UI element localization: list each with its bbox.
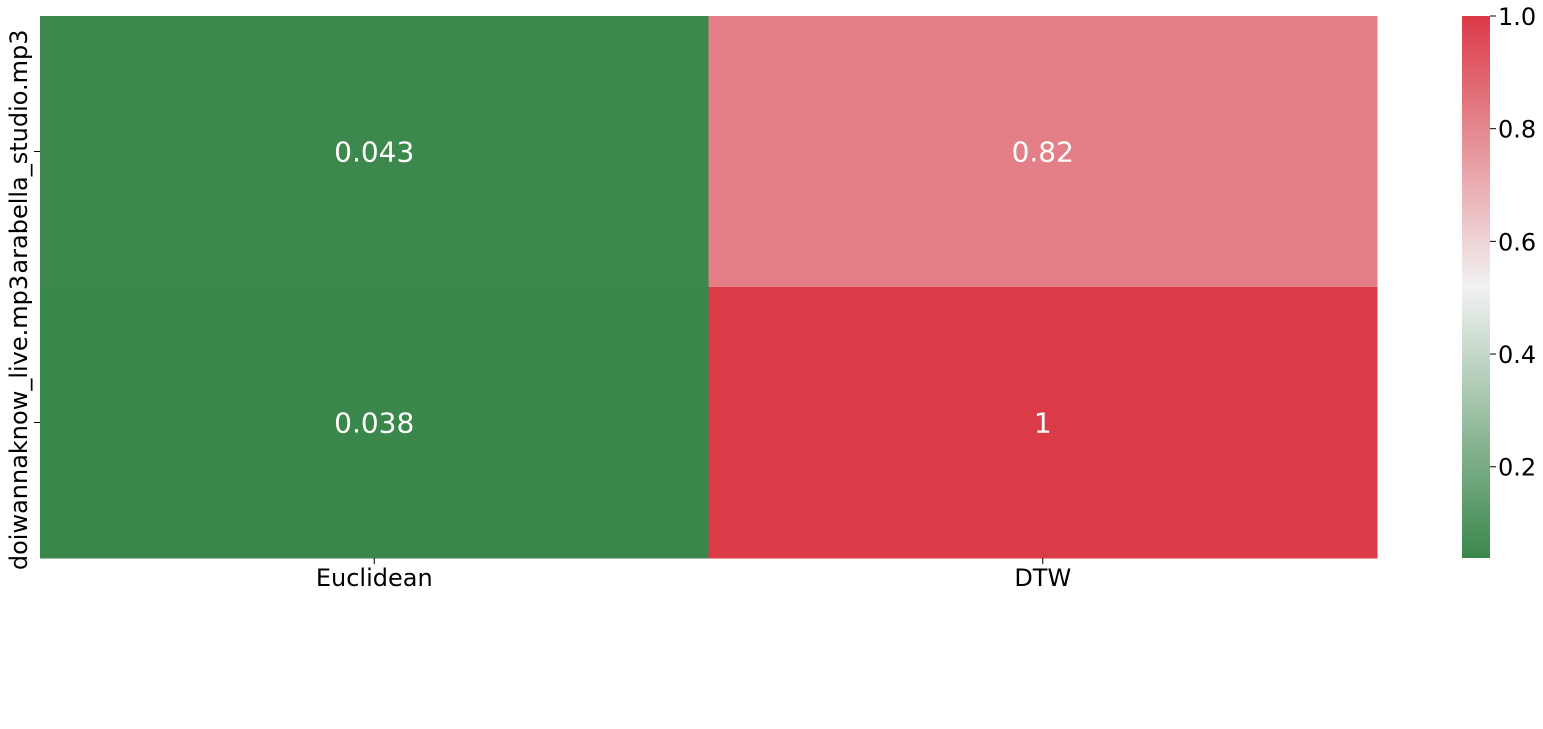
- colorbar-tick-label: 0.4: [1498, 341, 1536, 369]
- x-tick-label: DTW: [1014, 564, 1071, 592]
- plot-area: 0.043 0.82 0.038 1 Euclidean DTW arabella_stud…: [5, 16, 1378, 592]
- colorbar-tick-label: 0.2: [1498, 454, 1536, 482]
- y-tick-label: doiwannaknow_live.mp3: [5, 275, 33, 570]
- x-tick-label: Euclidean: [316, 564, 433, 592]
- heatmap-cell: [40, 16, 709, 288]
- colorbar: 0.2 0.4 0.6 0.8 1.0: [1462, 3, 1536, 558]
- cell-label: 0.038: [334, 407, 414, 440]
- heatmap-cell: [708, 16, 1378, 288]
- colorbar-tick-label: 0.8: [1498, 116, 1536, 144]
- colorbar-gradient: [1462, 16, 1490, 558]
- colorbar-tick-label: 1.0: [1498, 3, 1536, 31]
- cell-label: 1: [1034, 407, 1052, 440]
- colorbar-tick-label: 0.6: [1498, 228, 1536, 256]
- y-tick-label: arabella_studio.mp3: [5, 29, 33, 273]
- heatmap-cell: [40, 287, 709, 559]
- cell-label: 0.043: [334, 136, 414, 169]
- cell-label: 0.82: [1012, 136, 1074, 169]
- heatmap-cell: [708, 287, 1378, 559]
